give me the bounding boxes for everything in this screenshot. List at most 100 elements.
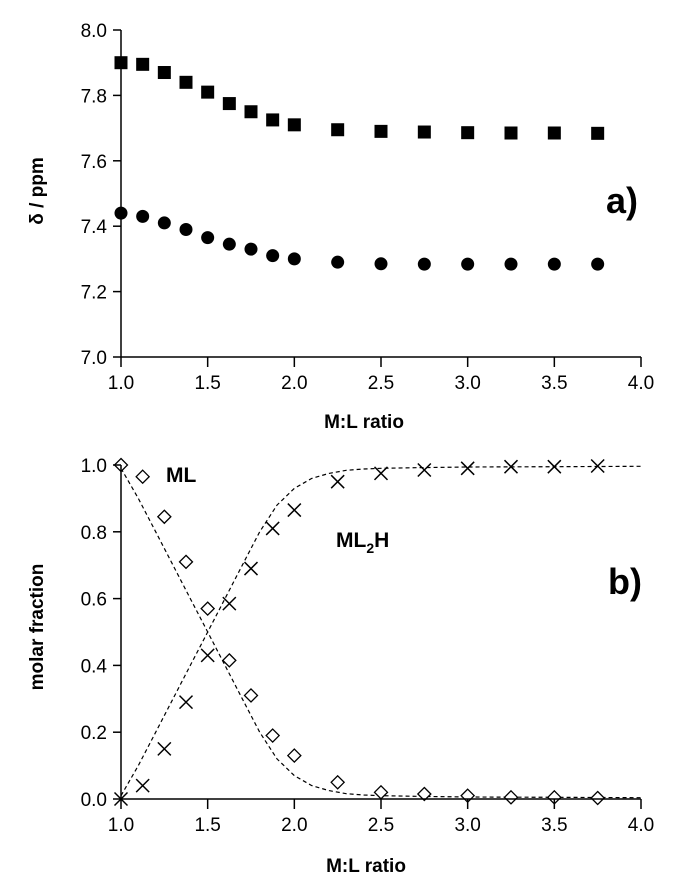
panel-a-series-0-point xyxy=(244,105,258,119)
panel-a-series-0-point xyxy=(179,75,193,89)
panel-b-x-tick-label: 2.0 xyxy=(281,815,307,836)
panel-a-x-tick-label: 3.0 xyxy=(454,373,480,394)
panel-a-series-1-point xyxy=(504,257,518,271)
panel-a-series-1-point xyxy=(157,216,171,230)
panel-b-series-1-point xyxy=(135,778,150,793)
series-label-ml2h-sub: 2 xyxy=(366,540,374,556)
panel-b-series-1-point xyxy=(287,503,302,518)
panel-b-y-axis-title: molar fraction xyxy=(27,564,48,691)
panel-a-x-axis-title: M:L ratio xyxy=(324,412,404,433)
panel-b-series-0-point xyxy=(200,601,216,617)
panel-a-series-0-point xyxy=(504,126,518,140)
panel-a-series-1-point xyxy=(374,257,388,271)
series-label-ml2h: ML2H xyxy=(336,529,389,556)
panel-a-series-1-point xyxy=(266,249,280,263)
panel-b-x-tick-label: 3.0 xyxy=(454,815,480,836)
panel-b-series-0-point xyxy=(178,554,194,570)
panel-a-series-1-point xyxy=(136,209,150,223)
panel-b-y-tick-label: 0.0 xyxy=(81,790,107,811)
panel-a-series-1-point xyxy=(287,252,301,266)
panel-a-x-tick-label: 1.5 xyxy=(194,373,220,394)
panel-b-series-1-point xyxy=(373,466,389,481)
panel-a-x-tick-label: 1.0 xyxy=(108,373,134,394)
panel-a-series-0-point xyxy=(461,126,475,140)
panel-b-y-tick-label: 1.0 xyxy=(81,456,107,477)
panel-b-y-tick-label: 0.6 xyxy=(81,590,107,611)
panel-a-series-1-point xyxy=(331,255,345,269)
panel-b-series-0-point xyxy=(286,748,302,763)
panel-a-series-0-point xyxy=(136,57,150,71)
panel-a-y-tick-label: 7.6 xyxy=(81,152,107,173)
panel-a-series-1-point xyxy=(591,257,605,271)
panel-a-y-tick-label: 7.4 xyxy=(81,217,108,238)
panel-b-series-0-point xyxy=(416,786,432,802)
panel-a-series-0-point xyxy=(417,125,431,139)
panel-b-series-1-point xyxy=(547,459,562,474)
panel-b-series-1-point xyxy=(330,474,345,489)
panel-b-series-0-point xyxy=(373,784,389,800)
panel-b-series-1-point xyxy=(503,459,519,474)
panel-b-series-0-point xyxy=(156,509,172,525)
panel-b-x-tick-label: 3.5 xyxy=(541,815,567,836)
panel-b-series-0-point xyxy=(590,790,606,806)
panel-b-x-tick-label: 1.0 xyxy=(108,815,134,836)
panel-b-y-tick-label: 0.2 xyxy=(81,723,107,744)
panel-b-series-0-point xyxy=(243,688,259,703)
panel-b-series-1-fit-line xyxy=(120,465,642,796)
panel-b-y-tick-label: 0.4 xyxy=(81,656,108,677)
panel-a-series-0-point xyxy=(266,113,280,127)
panel-a: 1.0 1.5 2.0 2.5 3.0 3.5 4.07.07.27.47.67.88.0 … xyxy=(27,21,654,433)
panel-b-series-0-point xyxy=(330,774,346,790)
panel-b-series-1-point xyxy=(590,458,605,474)
panel-b-series-1-point xyxy=(222,596,237,611)
panel-b-series-1-point xyxy=(178,695,194,710)
panel-b-series-1-point xyxy=(200,648,215,663)
panel-b-x-tick-label: 2.5 xyxy=(368,815,394,836)
panel-b-series-0-point xyxy=(221,652,237,668)
panel-a-series-1-point xyxy=(417,257,431,271)
panel-b-series-1-point xyxy=(243,561,259,576)
panel-a-x-tick-label: 2.0 xyxy=(281,373,307,394)
panel-a-series-0-point xyxy=(287,118,301,132)
panel-a-series-1-point xyxy=(201,231,215,245)
series-label-ml: ML xyxy=(166,464,196,487)
panel-a-label: a) xyxy=(606,180,638,221)
panel-b-series-1-point xyxy=(417,462,432,478)
panel-a-x-tick-label: 4.0 xyxy=(628,373,654,394)
panel-a-series-1-point xyxy=(179,222,193,236)
panel-a-y-tick-label: 7.8 xyxy=(81,86,107,107)
panel-a-series-0-point xyxy=(374,124,388,138)
panel-a-y-tick-label: 7.0 xyxy=(81,348,107,369)
panel-a-series-1-point xyxy=(461,257,475,271)
panel-b-series-0-point xyxy=(135,469,151,485)
panel-a-series-0-point xyxy=(591,126,605,140)
panel-b-series-0-point xyxy=(265,728,281,743)
panel-a-series-0-point xyxy=(157,66,171,80)
panel-b-x-axis-title: M:L ratio xyxy=(326,856,406,877)
panel-a-x-tick-label: 3.5 xyxy=(541,373,567,394)
panel-b: 1.0 1.5 2.0 2.5 3.0 3.5 4.00.00.20.40.60.81.0 … xyxy=(27,456,654,877)
panel-b-series-0-fit-line xyxy=(120,468,642,799)
panel-a-y-axis-title: δ / ppm xyxy=(27,157,48,224)
panel-a-y-tick-label: 7.2 xyxy=(81,283,107,304)
panel-a-series-0-point xyxy=(201,85,215,99)
series-label-ml2h-suffix: H xyxy=(374,529,389,552)
panel-b-x-tick-label: 1.5 xyxy=(194,815,220,836)
panel-a-series-0-point xyxy=(331,123,345,137)
panel-b-x-tick-label: 4.0 xyxy=(628,815,654,836)
panel-a-series-1-point xyxy=(244,242,258,256)
panel-b-y-tick-label: 0.8 xyxy=(81,523,107,544)
panel-b-series-1-point xyxy=(460,461,475,476)
panel-a-series-0-point xyxy=(547,126,561,140)
panel-b-label: b) xyxy=(608,561,642,602)
panel-a-series-1-point xyxy=(547,257,561,271)
panel-b-series-0-point xyxy=(503,789,519,805)
panel-a-y-tick-label: 8.0 xyxy=(81,21,107,42)
panel-b-series-1-point xyxy=(157,741,172,756)
panel-a-series-0-point xyxy=(222,97,236,111)
panel-b-series-1-point xyxy=(265,521,280,536)
panel-a-series-1-point xyxy=(222,237,236,251)
panel-a-x-tick-label: 2.5 xyxy=(368,373,394,394)
series-label-ml2h-base: ML xyxy=(336,529,366,552)
